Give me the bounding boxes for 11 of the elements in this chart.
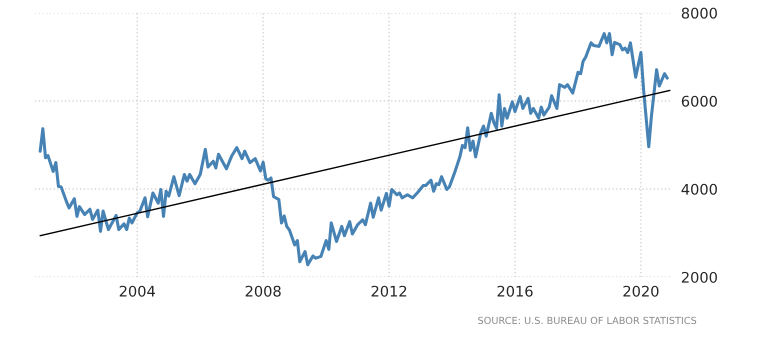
x-tick-label: 2012 <box>372 286 406 297</box>
source-note: SOURCE: U.S. BUREAU OF LABOR STATISTICS <box>478 316 696 324</box>
x-tick-label: 2004 <box>120 286 155 297</box>
y-tick-label: 4000 <box>682 184 717 195</box>
x-tick-label: 2016 <box>498 286 533 297</box>
x-tick-label: 2020 <box>623 286 659 297</box>
y-tick-label: 2000 <box>682 272 717 283</box>
y-tick-label: 6000 <box>682 96 717 107</box>
line-series <box>38 32 669 266</box>
y-tick-label: 8000 <box>682 8 717 19</box>
x-tick-label: 2008 <box>246 286 281 297</box>
